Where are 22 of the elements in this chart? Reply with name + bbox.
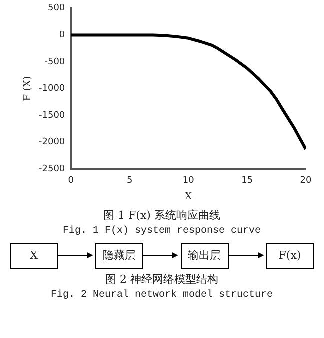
x-tick-label: 10 xyxy=(182,176,195,186)
x-tick-label: 0 xyxy=(68,176,74,186)
caption: Fig. 2 Neural network model structure xyxy=(50,289,274,303)
caption: 图 1 F(x) 系统响应曲线 xyxy=(102,209,222,223)
x-tick-label: 20 xyxy=(300,176,312,186)
x-tick-label: 15 xyxy=(242,176,254,186)
category-label: 输出层 xyxy=(180,243,229,269)
y-tick-label: -2000 xyxy=(38,138,66,148)
caption: 图 2 神经网络模型结构 xyxy=(104,273,220,287)
y-tick-label: -500 xyxy=(44,57,66,68)
y-tick-label: -1500 xyxy=(38,110,66,121)
category-label: 隐藏层 xyxy=(95,243,144,269)
category-label: F(x) xyxy=(266,243,314,269)
caption: Fig. 1 F(x) system response curve xyxy=(62,225,262,239)
x-tick-label: 5 xyxy=(126,176,133,186)
y-tick-label: -2500 xyxy=(38,164,66,175)
y-tick-label: 500 xyxy=(48,4,66,14)
y-tick-label: 0 xyxy=(59,30,66,41)
y-tick-label: -1000 xyxy=(38,84,66,94)
y-axis-title: F (X) xyxy=(22,76,34,102)
x-axis-title: X xyxy=(185,192,194,203)
category-label: X xyxy=(10,243,58,269)
